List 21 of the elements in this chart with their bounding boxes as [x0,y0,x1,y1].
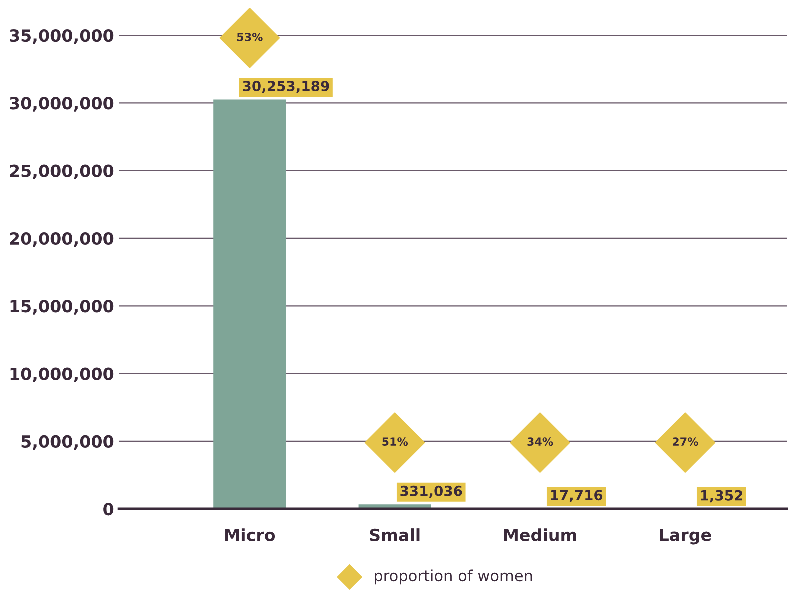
text: proportion of women [375,570,532,585]
y-tick-label: 20,000,000 [10,232,114,248]
data-label: 1,352 [701,490,742,503]
y-tick-label: 10,000,000 [10,368,114,383]
x-tick-label: Small [370,528,420,542]
annotation: 34% [528,438,554,446]
data-label: 17,716 [551,490,603,502]
y-tick-label: 25,000,000 [10,164,114,180]
x-tick-label: Medium [504,528,576,542]
data-label: 331,036 [400,486,462,498]
y-tick-label: 5,000,000 [22,435,114,450]
y-tick-label: 15,000,000 [10,300,114,315]
y-tick-label: 0 [104,503,114,516]
data-label: 30,253,189 [243,81,330,94]
annotation: 53% [237,33,263,42]
annotation: 51% [382,438,408,446]
y-tick-label: 35,000,000 [10,29,114,44]
x-tick-label: Micro [226,528,276,542]
annotation: 27% [673,438,698,446]
x-tick-label: Large [660,528,712,545]
y-tick-label: 30,000,000 [10,97,114,112]
